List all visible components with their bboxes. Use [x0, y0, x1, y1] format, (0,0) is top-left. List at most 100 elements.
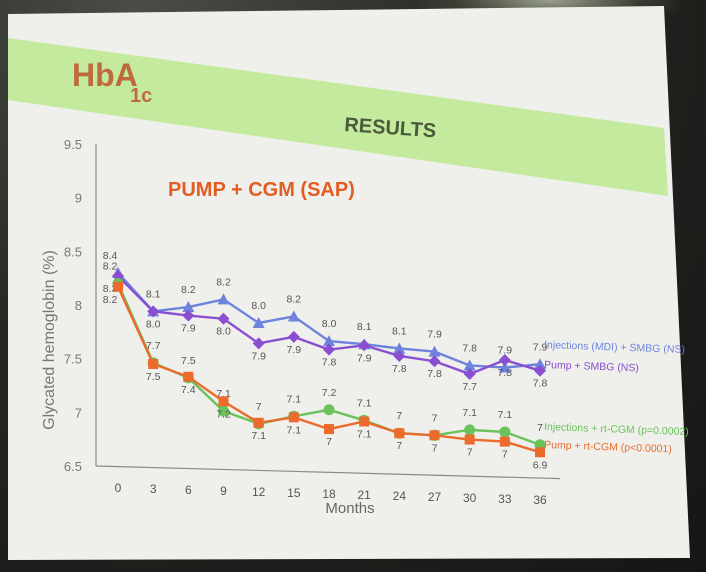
x-tick-label: 33: [498, 492, 512, 506]
data-label: 8.2: [103, 294, 118, 306]
chart-subtitle: PUMP + CGM (SAP): [168, 179, 355, 201]
data-label: 8.2: [181, 284, 196, 296]
data-label: 8.1: [357, 321, 372, 333]
data-label: 7.1: [251, 430, 266, 442]
x-tick-label: 3: [150, 482, 157, 496]
x-axis-label: Months: [325, 500, 374, 517]
data-point: [288, 412, 299, 423]
data-point: [147, 305, 160, 318]
slide-title: HbA: [72, 57, 138, 93]
data-point: [499, 436, 510, 447]
data-label: 7.5: [146, 371, 161, 383]
data-point: [534, 364, 546, 377]
legend: Injections (MDI) + SMBG (NS) Pump + SMBG …: [544, 339, 689, 455]
data-label: 7.9: [533, 341, 548, 353]
data-label: 8.1: [146, 288, 161, 300]
data-label: 8.0: [216, 326, 231, 338]
data-label: 7.8: [427, 368, 442, 380]
x-tick-label: 21: [357, 488, 371, 502]
data-point: [113, 281, 123, 292]
data-point: [534, 358, 546, 370]
legend-entry: Injections + rt-CGM (p=0.0002): [544, 421, 689, 438]
data-label: 7: [432, 412, 438, 424]
data-point: [183, 371, 194, 382]
data-label: 6.9: [533, 459, 548, 471]
data-label: 8.2: [103, 261, 118, 273]
data-label: 7: [432, 442, 438, 454]
data-point: [323, 343, 335, 356]
data-label: 7: [256, 401, 262, 413]
data-point: [252, 337, 265, 350]
data-label: 8.0: [251, 300, 266, 312]
data-label: 7.8: [498, 367, 513, 379]
data-point: [182, 301, 195, 313]
data-point: [218, 396, 229, 407]
data-point: [287, 310, 300, 322]
data-label: 7: [396, 410, 402, 422]
y-tick-label: 9.5: [64, 137, 82, 152]
data-point: [253, 417, 264, 428]
series-2: 8.2 7.7 7.5 7.1 7 7.1 7.2 7.1 7 7 7.1 7.1 7: [103, 261, 546, 451]
y-tick-label: 8.5: [64, 244, 82, 259]
y-axis-label: Glycated hemoglobin (%): [41, 250, 58, 430]
series-layer: 8.48.1 8.28.28.08.28.0 8.1 8.1 7.97.8 7.9 7.98…: [103, 250, 548, 471]
data-label: 8.2: [216, 276, 231, 288]
data-label: 7.1: [498, 409, 513, 421]
data-label: 7.7: [462, 381, 477, 393]
series-1: 8.38.0 7.9 8.07.97.97.8 7.97.8 7.87.77.87.8: [103, 270, 548, 393]
data-label: 7.1: [462, 407, 477, 419]
results-banner: [8, 38, 668, 196]
y-tick-label: 6.5: [64, 459, 82, 474]
data-point: [358, 339, 371, 352]
x-axis-line: [95, 465, 561, 480]
y-tick-label: 7: [75, 405, 82, 420]
x-tick-label: 0: [115, 481, 122, 495]
data-label: 7.9: [181, 323, 196, 335]
data-point: [428, 355, 441, 368]
axes: 6.577.588.599.50 3 6 9 12 15 18 21 24 27 30 33 36: [64, 137, 561, 507]
data-label: 7: [502, 449, 508, 461]
legend-entry: Injections (MDI) + SMBG (NS): [544, 339, 685, 356]
data-label: 7.8: [533, 378, 548, 390]
data-point: [428, 345, 441, 357]
data-label: 7: [326, 436, 332, 448]
x-tick-label: 12: [252, 485, 266, 499]
slide-title-subscript: 1c: [130, 85, 152, 107]
data-label: 8.0: [146, 318, 161, 330]
data-label: 8.2: [287, 293, 302, 305]
data-point: [359, 416, 370, 427]
data-label: 7.4: [181, 384, 196, 396]
data-point: [182, 309, 195, 322]
series-0: 8.4 8.1 8.2 8.2 8.0 8.2 8.0 8.1 8.1 7.9 7.8 7.9 7.9: [103, 250, 548, 373]
data-point: [535, 447, 545, 458]
data-point: [463, 359, 476, 371]
data-label: 7.1: [357, 428, 372, 440]
y-tick-label: 9: [75, 191, 82, 206]
x-tick-label: 9: [220, 484, 227, 498]
x-tick-label: 18: [322, 487, 336, 501]
legend-entry: Pump + SMBG (NS): [544, 359, 639, 374]
data-point: [393, 349, 406, 362]
data-point: [499, 426, 511, 438]
data-point: [252, 316, 265, 328]
data-point: [217, 312, 230, 325]
data-point: [393, 342, 406, 354]
y-tick-label: 7.5: [64, 352, 82, 367]
data-point: [394, 428, 405, 439]
x-tick-label: 36: [533, 493, 547, 507]
data-point: [464, 434, 475, 445]
data-point: [287, 330, 300, 343]
data-label: 7: [537, 422, 543, 434]
data-label: 7.8: [392, 363, 407, 375]
data-label: 7.9: [357, 352, 372, 364]
x-tick-label: 6: [185, 483, 192, 497]
data-point: [217, 293, 230, 305]
data-point: [498, 354, 511, 367]
y-tick-label: 8: [75, 298, 82, 313]
data-label: 7.9: [427, 329, 442, 341]
data-point: [218, 405, 229, 417]
x-tick-label: 15: [287, 486, 301, 500]
data-label: 7.7: [146, 340, 161, 352]
data-point: [464, 424, 476, 436]
data-point: [324, 424, 334, 435]
